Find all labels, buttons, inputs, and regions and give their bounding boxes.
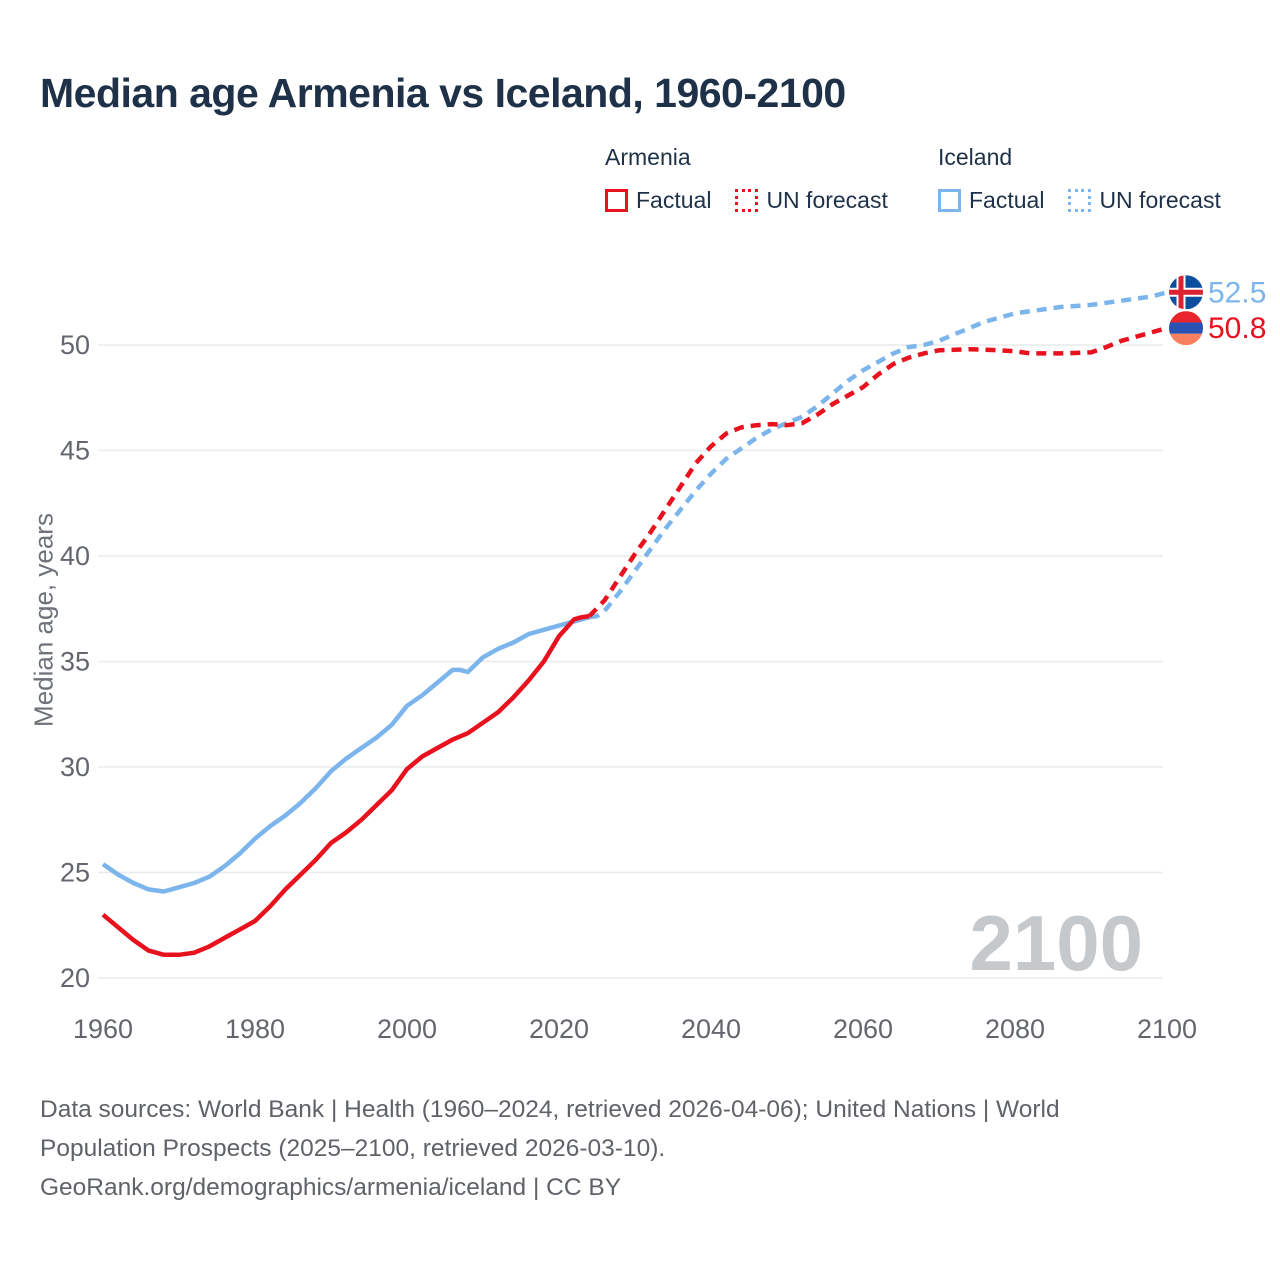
x-tick-label-2080: 2080 <box>985 1014 1045 1044</box>
y-tick-label-25: 25 <box>60 858 90 888</box>
series-line-armenia-factual[interactable] <box>101 613 590 958</box>
y-tick-label-20: 20 <box>60 963 90 993</box>
year-watermark: 2100 <box>969 899 1143 987</box>
chart-title: Median age Armenia vs Iceland, 1960-2100 <box>40 70 846 116</box>
legend-item-iceland-factual[interactable]: Factual <box>938 187 1044 214</box>
x-tick-label-2020: 2020 <box>529 1014 589 1044</box>
legend-item-label: Factual <box>636 187 712 213</box>
footer-line: Data sources: World Bank | Health (1960–… <box>40 1096 1060 1123</box>
series-line-iceland-un-forecast[interactable] <box>589 290 1168 620</box>
x-tick-label-2060: 2060 <box>833 1014 893 1044</box>
x-tick-label-2100: 2100 <box>1137 1014 1197 1044</box>
legend-item-label: UN forecast <box>766 187 888 213</box>
armenia-flag-icon <box>1169 311 1203 346</box>
legend-item-armenia-factual[interactable]: Factual <box>605 187 711 214</box>
footer-line: GeoRank.org/demographics/armenia/iceland… <box>40 1174 622 1201</box>
y-tick-label-40: 40 <box>60 541 90 571</box>
y-tick-label-30: 30 <box>60 752 90 782</box>
end-value-label-armenia: 50.8 <box>1208 312 1266 345</box>
legend-group-iceland: Iceland Factual UN forecast <box>938 144 1245 214</box>
y-tick-label-50: 50 <box>60 330 90 360</box>
legend-item-label: Factual <box>969 187 1045 213</box>
footer: Data sources: World Bank | Health (1960–… <box>40 1090 1060 1207</box>
y-tick-label-45: 45 <box>60 436 90 466</box>
armenia-factual-swatch-icon <box>605 189 628 212</box>
x-tick-label-1960: 1960 <box>73 1014 133 1044</box>
legend-group-iceland-name: Iceland <box>938 144 1013 170</box>
x-tick-label-2040: 2040 <box>681 1014 741 1044</box>
iceland-forecast-swatch-icon <box>1068 189 1092 212</box>
series-line-iceland-factual[interactable] <box>101 615 590 894</box>
y-axis-title: Median age, years <box>28 513 59 727</box>
legend-item-iceland-forecast[interactable]: UN forecast <box>1068 187 1221 214</box>
legend-group-armenia-name: Armenia <box>605 144 691 170</box>
x-tick-label-1980: 1980 <box>225 1014 285 1044</box>
x-tick-label-2000: 2000 <box>377 1014 437 1044</box>
armenia-forecast-swatch-icon <box>735 189 759 212</box>
series-line-armenia-un-forecast[interactable] <box>587 325 1168 618</box>
end-value-label-iceland: 52.5 <box>1208 276 1266 309</box>
y-tick-label-35: 35 <box>60 647 90 677</box>
iceland-factual-swatch-icon <box>938 189 961 212</box>
footer-line: Population Prospects (2025–2100, retriev… <box>40 1135 666 1162</box>
legend-item-label: UN forecast <box>1099 187 1221 213</box>
iceland-flag-icon <box>1169 275 1203 310</box>
legend-item-armenia-forecast[interactable]: UN forecast <box>735 187 888 214</box>
legend-group-armenia: Armenia Factual UN forecast <box>605 144 912 214</box>
